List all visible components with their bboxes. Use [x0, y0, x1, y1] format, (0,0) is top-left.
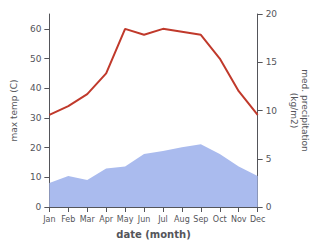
svg-text:Sep: Sep	[193, 215, 208, 224]
svg-text:10: 10	[266, 106, 278, 116]
svg-text:Jul: Jul	[157, 215, 168, 224]
svg-text:(kg/m2): (kg/m2)	[289, 93, 299, 128]
svg-text:20: 20	[266, 9, 278, 19]
svg-text:50: 50	[30, 54, 42, 64]
svg-text:20: 20	[30, 143, 42, 153]
svg-text:Mar: Mar	[80, 215, 96, 224]
svg-text:May: May	[117, 215, 134, 224]
svg-text:max temp (C): max temp (C)	[9, 79, 19, 141]
svg-text:5: 5	[266, 154, 272, 164]
svg-text:0: 0	[266, 202, 272, 212]
svg-text:40: 40	[30, 83, 42, 93]
svg-text:Dec: Dec	[250, 215, 265, 224]
svg-text:0: 0	[36, 202, 42, 212]
svg-text:Nov: Nov	[231, 215, 247, 224]
svg-text:Aug: Aug	[174, 215, 190, 224]
svg-text:Jan: Jan	[42, 215, 55, 224]
svg-text:15: 15	[266, 57, 277, 67]
svg-text:date (month): date (month)	[116, 229, 190, 240]
svg-text:30: 30	[30, 113, 42, 123]
svg-text:Jun: Jun	[137, 215, 151, 224]
svg-text:Apr: Apr	[99, 215, 114, 224]
svg-text:med. precipitation: med. precipitation	[300, 69, 310, 151]
svg-text:Feb: Feb	[61, 215, 75, 224]
svg-text:60: 60	[30, 24, 42, 34]
svg-text:10: 10	[30, 172, 42, 182]
svg-text:Oct: Oct	[213, 215, 227, 224]
